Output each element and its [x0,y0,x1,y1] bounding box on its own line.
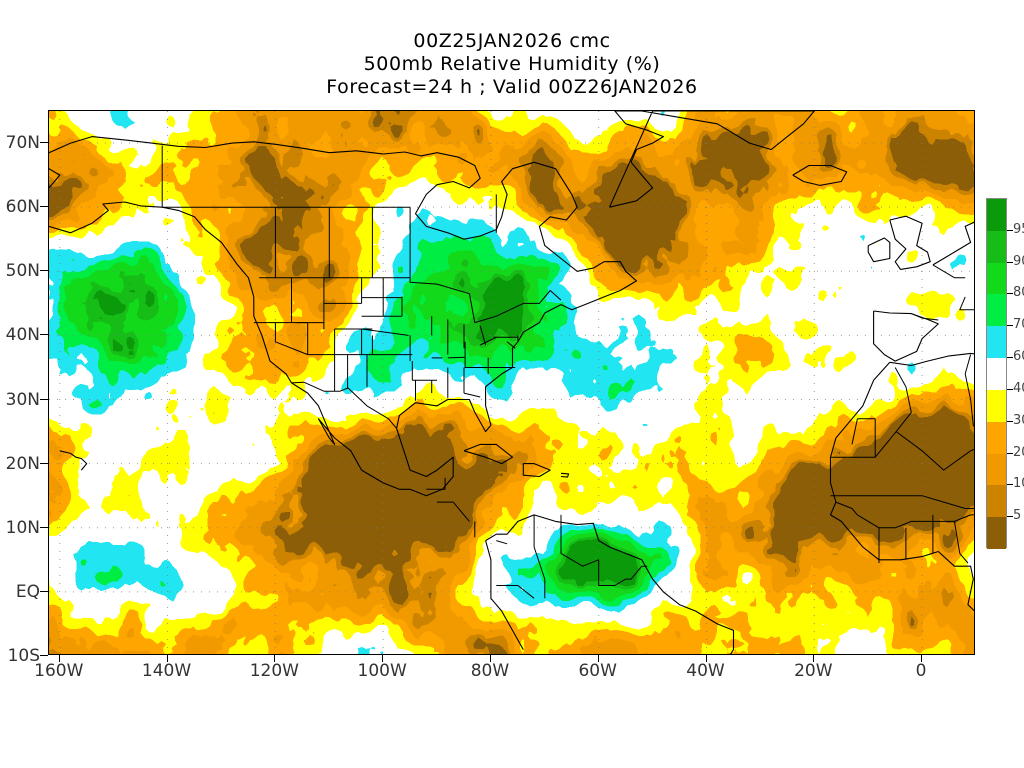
title-line-validity: Forecast=24 h ; Valid 00Z26JAN2026 [0,76,1024,99]
colorbar-band [987,517,1006,549]
longitude-label: 0 [881,661,961,681]
longitude-label: 80W [450,661,530,681]
latitude-tick [40,591,48,592]
colorbar-tick-label: 30 [1013,414,1024,427]
latitude-label: 30N [6,390,40,410]
colorbar[interactable] [986,198,1007,548]
latitude-label: 50N [6,261,40,281]
latitude-label: 60N [6,197,40,217]
longitude-label: 120W [234,661,314,681]
longitude-label: 40W [666,661,746,681]
map-plot-area[interactable] [48,110,975,655]
longitude-label: 60W [558,661,638,681]
title-line-variable: 500mb Relative Humidity (%) [0,53,1024,76]
colorbar-tick-label: 90 [1013,255,1024,268]
longitude-label: 100W [342,661,422,681]
colorbar-band [987,326,1006,358]
latitude-label: 20N [6,454,40,474]
colorbar-tick-label: 5 [1013,509,1021,522]
latitude-tick [40,142,48,143]
colorbar-band [987,358,1006,390]
latitude-label: EQ [16,582,40,602]
longitude-label: 140W [127,661,207,681]
latitude-label: 40N [6,325,40,345]
colorbar-tick-label: 20 [1013,446,1024,459]
latitude-tick [40,655,48,656]
longitude-label: 160W [19,661,99,681]
latitude-tick [40,270,48,271]
colorbar-tick-label: 80 [1013,286,1024,299]
colorbar-band [987,454,1006,486]
colorbar-band [987,485,1006,517]
colorbar-band [987,231,1006,263]
colorbar-band [987,263,1006,295]
chart-title-block: 00Z25JAN2026 cmc 500mb Relative Humidity… [0,30,1024,99]
colorbar-band [987,422,1006,454]
colorbar-tick-label: 40 [1013,382,1024,395]
relative-humidity-contour-field [49,111,975,655]
latitude-tick [40,463,48,464]
latitude-tick [40,527,48,528]
title-line-model: 00Z25JAN2026 cmc [0,30,1024,53]
latitude-tick [40,206,48,207]
latitude-tick [40,399,48,400]
colorbar-band [987,390,1006,422]
colorbar-band [987,199,1006,231]
colorbar-tick-label: 10 [1013,477,1024,490]
latitude-tick [40,334,48,335]
longitude-label: 20W [773,661,853,681]
colorbar-tick-label: 70 [1013,318,1024,331]
latitude-label: 70N [6,133,40,153]
latitude-label: 10N [6,518,40,538]
colorbar-tick-label: 60 [1013,350,1024,363]
colorbar-tick-label: 95 [1013,223,1024,236]
colorbar-band [987,294,1006,326]
